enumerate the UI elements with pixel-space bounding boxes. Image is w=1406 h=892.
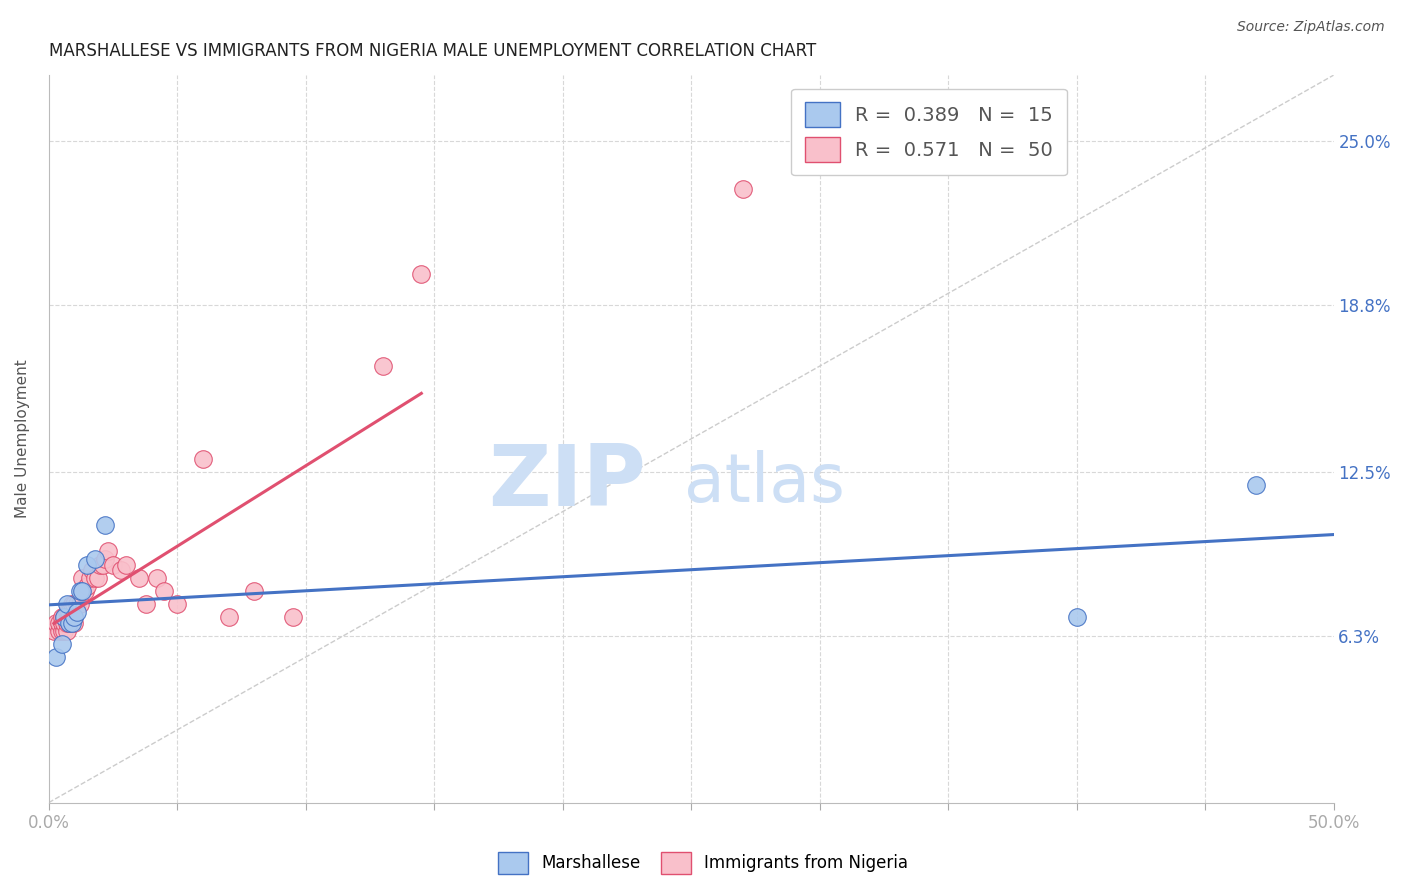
Point <box>51 624 73 638</box>
Point <box>731 182 754 196</box>
Point <box>1246 478 1268 492</box>
Point <box>58 610 80 624</box>
Point <box>55 605 77 619</box>
Point <box>145 571 167 585</box>
Point <box>97 544 120 558</box>
Point <box>60 610 83 624</box>
Point <box>42 624 65 638</box>
Point <box>45 615 67 630</box>
Point <box>153 584 176 599</box>
Point <box>73 584 96 599</box>
Point <box>101 558 124 572</box>
Point <box>218 610 240 624</box>
Point <box>89 558 111 572</box>
Point <box>371 359 394 373</box>
Point <box>110 563 132 577</box>
Point <box>55 615 77 630</box>
Point <box>91 558 114 572</box>
Point <box>51 615 73 630</box>
Point <box>82 563 104 577</box>
Point <box>86 571 108 585</box>
Point <box>135 597 157 611</box>
Text: Source: ZipAtlas.com: Source: ZipAtlas.com <box>1237 20 1385 34</box>
Point <box>94 552 117 566</box>
Text: MARSHALLESE VS IMMIGRANTS FROM NIGERIA MALE UNEMPLOYMENT CORRELATION CHART: MARSHALLESE VS IMMIGRANTS FROM NIGERIA M… <box>49 42 815 60</box>
Point <box>84 571 107 585</box>
Point <box>58 615 80 630</box>
Point <box>63 610 86 624</box>
Point <box>55 624 77 638</box>
Legend: R =  0.389   N =  15, R =  0.571   N =  50: R = 0.389 N = 15, R = 0.571 N = 50 <box>792 88 1067 176</box>
Point <box>281 610 304 624</box>
Point <box>166 597 188 611</box>
Point <box>66 597 89 611</box>
Point <box>51 610 73 624</box>
Point <box>63 597 86 611</box>
Point <box>63 610 86 624</box>
Point <box>60 597 83 611</box>
Point <box>45 650 67 665</box>
Point <box>58 605 80 619</box>
Point <box>1066 610 1088 624</box>
Point <box>79 571 101 585</box>
Point <box>76 558 98 572</box>
Point <box>60 615 83 630</box>
Point <box>128 571 150 585</box>
Point <box>69 597 91 611</box>
Point <box>70 584 93 599</box>
Text: atlas: atlas <box>685 450 845 516</box>
Point <box>66 605 89 619</box>
Point <box>63 615 86 630</box>
Point <box>76 579 98 593</box>
Point <box>84 552 107 566</box>
Text: ZIP: ZIP <box>488 441 647 524</box>
Point <box>53 610 76 624</box>
Point <box>48 615 70 630</box>
Point <box>191 451 214 466</box>
Point <box>58 615 80 630</box>
Point <box>411 267 433 281</box>
Point <box>48 624 70 638</box>
Point <box>94 517 117 532</box>
Point <box>114 558 136 572</box>
Point <box>53 615 76 630</box>
Point <box>243 584 266 599</box>
Point <box>55 597 77 611</box>
Legend: Marshallese, Immigrants from Nigeria: Marshallese, Immigrants from Nigeria <box>489 844 917 882</box>
Point <box>53 610 76 624</box>
Y-axis label: Male Unemployment: Male Unemployment <box>15 359 30 518</box>
Point <box>70 584 93 599</box>
Point <box>53 624 76 638</box>
Point <box>51 637 73 651</box>
Point <box>70 571 93 585</box>
Point <box>69 584 91 599</box>
